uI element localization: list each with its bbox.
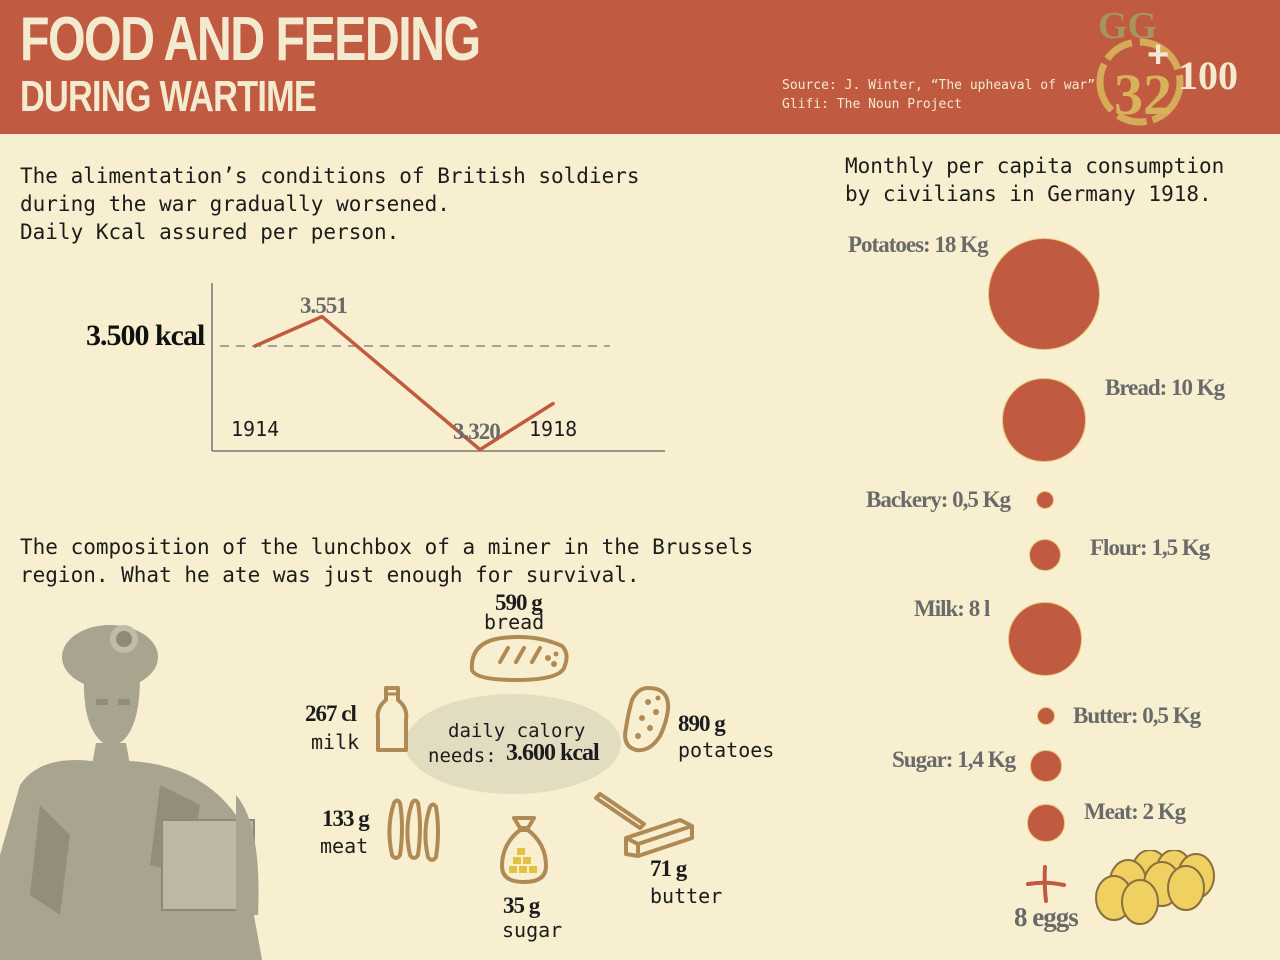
daily-needs-line1: daily calory: [448, 720, 586, 742]
page-subtitle: DURING WARTIME: [20, 72, 317, 121]
bubble-backery: [1035, 490, 1055, 510]
logo-letters: GG: [1098, 5, 1157, 47]
germany-title: Monthly per capita consumption by civili…: [845, 154, 1225, 206]
bubble-sugar: [1030, 750, 1062, 782]
bubble-potatoes: [988, 238, 1100, 350]
butter-name: butter: [650, 884, 723, 908]
logo-plus: +: [1147, 34, 1169, 76]
lunchbox-intro-text: The composition of the lunchbox of a min…: [20, 535, 754, 587]
header-banner: FOOD AND FEEDING DURING WARTIME Source: …: [0, 0, 1280, 134]
plus-icon: [1026, 865, 1066, 903]
sugar-name: sugar: [502, 918, 563, 942]
daily-needs-ellipse: [405, 694, 621, 794]
bubble-milk: [1007, 601, 1083, 677]
meat-value: 133 g: [322, 806, 370, 831]
bread-name: bread: [484, 610, 545, 634]
milk-name: milk: [311, 730, 360, 754]
meat-name: meat: [320, 834, 369, 858]
bubble-meat: [1027, 804, 1065, 842]
label-bread: Bread: 10 Kg: [1105, 375, 1225, 400]
source-line: Source: J. Winter, “The upheaval of war”: [782, 78, 1096, 93]
butter-value: 71 g: [650, 856, 687, 881]
label-sugar: Sugar: 1,4 Kg: [892, 747, 1016, 772]
bubble-bread: [1002, 378, 1086, 462]
egg-8: [1121, 879, 1159, 925]
kcal-series-line: [253, 314, 555, 452]
eggs-label: 8 eggs: [1014, 902, 1079, 932]
bubble-butter: [1036, 706, 1056, 726]
potatoes-name: potatoes: [678, 738, 775, 762]
label-potatoes: Potatoes: 18 Kg: [848, 232, 989, 257]
eggs-icon: [1095, 850, 1215, 925]
page-title: FOOD AND FEEDING: [20, 5, 481, 74]
label-meat: Meat: 2 Kg: [1084, 799, 1186, 824]
source-credits: Source: J. Winter, “The upheaval of war”…: [782, 76, 1095, 114]
sugar-value: 35 g: [503, 893, 540, 918]
daily-needs-value: 3.600 kcal: [506, 740, 600, 766]
potatoes-value: 890 g: [678, 711, 726, 736]
start-year-label: 1914: [231, 417, 279, 441]
kcal-line-chart: 3.500 kcal 3.551 3.320 1914 1918: [86, 283, 665, 452]
bubble-flour: [1028, 538, 1062, 572]
sausages-icon: [387, 798, 440, 862]
potato-icon: [623, 685, 671, 753]
peak-value-label: 3.551: [300, 293, 347, 318]
reference-label: 3.500 kcal: [86, 319, 205, 352]
low-value-label: 3.320: [453, 419, 500, 444]
miner-figure-image: [0, 625, 262, 960]
milk-value: 267 cl: [305, 701, 357, 726]
label-backery: Backery: 0,5 Kg: [866, 487, 1011, 512]
label-butter: Butter: 0,5 Kg: [1073, 703, 1201, 728]
credit-line: Glifi: The Noun Project: [782, 97, 963, 112]
bread-icon: [469, 635, 569, 683]
label-milk: Milk: 8 l: [914, 596, 990, 621]
gg-logo: GG 32 + 100: [1096, 5, 1238, 127]
logo-hundred: 100: [1178, 53, 1238, 98]
sugar-sack-icon: [499, 816, 549, 885]
milk-bottle-icon: [375, 686, 409, 752]
kcal-intro-text: The alimentation’s conditions of British…: [20, 164, 640, 244]
bread-value: 590 g: [495, 590, 543, 615]
butter-icon: [594, 792, 694, 858]
daily-needs-line2: needs:: [428, 745, 497, 767]
end-year-label: 1918: [529, 417, 577, 441]
egg-6: [1167, 865, 1205, 911]
logo-number: 32: [1114, 62, 1172, 127]
label-flour: Flour: 1,5 Kg: [1090, 535, 1210, 560]
